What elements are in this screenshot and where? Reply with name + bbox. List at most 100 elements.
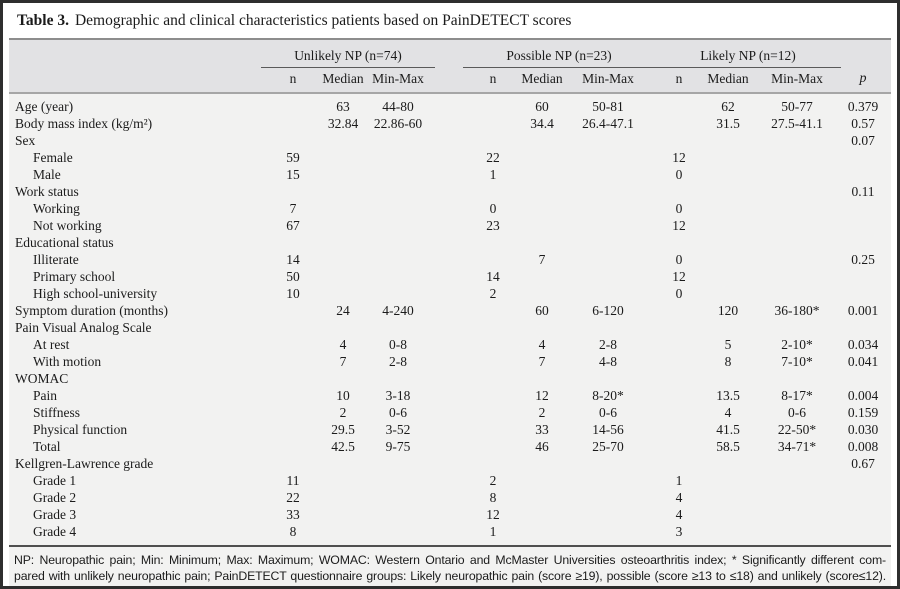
cell-p-value: 0.034	[847, 336, 879, 352]
table-row: High school-university 10 2 0	[9, 285, 891, 302]
cell-possible-n: 23	[486, 217, 500, 233]
cell-p-value: 0.25	[851, 251, 875, 267]
cell-likely-n: 12	[672, 268, 686, 284]
table-row: Educational status	[9, 234, 891, 251]
cell-possible-minmax: 26.4-47.1	[582, 115, 634, 131]
cell-likely-median: 120	[717, 302, 739, 318]
cell-p-value: 0.159	[847, 404, 879, 420]
cell-possible-median: 46	[535, 438, 549, 454]
row-label: High school-university	[33, 285, 158, 301]
cell-possible-median: 2	[538, 404, 546, 420]
cell-unlikely-n: 8	[289, 523, 297, 539]
table-row: Age (year) 63 44-80 60 50-81 62 50-77 0.379	[9, 98, 891, 115]
cell-possible-n: 14	[486, 268, 500, 284]
cell-likely-median: 41.5	[716, 421, 740, 437]
table-row: Pain 10 3-18 12 8-20* 13.5 8-17* 0.004	[9, 387, 891, 404]
cell-p-value: 0.004	[847, 387, 879, 403]
row-label: Work status	[15, 183, 79, 199]
cell-unlikely-median: 2	[339, 404, 347, 420]
cell-unlikely-minmax: 3-52	[385, 421, 411, 437]
cell-possible-minmax: 25-70	[592, 438, 624, 454]
cell-possible-minmax: 6-120	[592, 302, 624, 318]
cell-likely-n: 0	[675, 285, 683, 301]
cell-unlikely-n: 22	[286, 489, 300, 505]
cell-possible-minmax: 14-56	[592, 421, 624, 437]
cell-likely-n: 3	[675, 523, 683, 539]
cell-possible-median: 60	[535, 302, 549, 318]
row-label: Working	[33, 200, 80, 216]
table-row: Not working 67 23 12	[9, 217, 891, 234]
table-row: Primary school 50 14 12	[9, 268, 891, 285]
cell-unlikely-minmax: 9-75	[385, 438, 411, 454]
table-row: Symptom duration (months) 24 4-240 60 6-120 1…	[9, 302, 891, 319]
table-row: WOMAC	[9, 370, 891, 387]
cell-possible-median: 7	[538, 251, 546, 267]
cell-likely-minmax: 22-50*	[777, 421, 817, 437]
footnote-line: pared with unlikely neuropathic pain; Pa…	[14, 569, 886, 583]
cell-likely-n: 12	[672, 217, 686, 233]
row-label: Symptom duration (months)	[15, 302, 168, 318]
table-row: Grade 4 8 1 3	[9, 523, 891, 540]
cell-unlikely-minmax: 22.86-60	[373, 115, 423, 131]
cell-possible-median: 12	[535, 387, 549, 403]
row-label: Educational status	[15, 234, 114, 250]
cell-likely-minmax: 8-17*	[781, 387, 813, 403]
cell-unlikely-n: 33	[286, 506, 300, 522]
cell-unlikely-minmax: 3-18	[385, 387, 411, 403]
row-label: Female	[33, 149, 73, 165]
cell-possible-n: 1	[489, 166, 497, 182]
table-row: Female 59 22 12	[9, 149, 891, 166]
cell-likely-n: 4	[675, 489, 683, 505]
cell-unlikely-minmax: 0-8	[389, 336, 407, 352]
table-title: Table 3. Demographic and clinical charac…	[3, 3, 897, 38]
row-label: Sex	[15, 132, 36, 148]
cell-possible-n: 1	[489, 523, 497, 539]
col-header-median: Median	[707, 70, 749, 86]
table-row: Total 42.5 9-75 46 25-70 58.5 34-71* 0.008	[9, 438, 891, 455]
cell-likely-n: 0	[675, 166, 683, 182]
table-row: Illiterate 14 7 0 0.25	[9, 251, 891, 268]
cell-unlikely-n: 50	[286, 268, 300, 284]
col-header-n: n	[489, 70, 497, 86]
row-label: Stiffness	[33, 404, 81, 420]
cell-unlikely-minmax: 4-240	[382, 302, 414, 318]
cell-p-value: 0.001	[847, 302, 879, 318]
cell-p-value: 0.11	[851, 183, 875, 199]
cell-likely-minmax: 50-77	[781, 98, 813, 114]
cell-likely-n: 4	[675, 506, 683, 522]
group-header-possible: Possible NP (n=23)	[463, 48, 655, 68]
cell-unlikely-median: 29.5	[331, 421, 355, 437]
table-row: Body mass index (kg/m²) 32.84 22.86-60 34.4…	[9, 115, 891, 132]
cell-unlikely-n: 11	[286, 472, 300, 488]
cell-likely-median: 4	[724, 404, 732, 420]
table-row: Stiffness 2 0-6 2 0-6 4 0-6 0.159	[9, 404, 891, 421]
row-label: Grade 4	[33, 523, 77, 539]
col-header-minmax: Min-Max	[771, 70, 823, 86]
cell-unlikely-median: 42.5	[331, 438, 355, 454]
cell-unlikely-n: 10	[286, 285, 300, 301]
row-label: Male	[33, 166, 61, 182]
cell-likely-median: 5	[724, 336, 732, 352]
footnote-line: NP: Neuropathic pain; Min: Minimum; Max:…	[14, 553, 886, 567]
col-header-median: Median	[521, 70, 563, 86]
cell-possible-median: 33	[535, 421, 549, 437]
col-header-n: n	[289, 70, 297, 86]
cell-unlikely-minmax: 2-8	[389, 353, 407, 369]
cell-likely-n: 0	[675, 200, 683, 216]
table-row: Kellgren-Lawrence grade 0.67	[9, 455, 891, 472]
cell-likely-n: 0	[675, 251, 683, 267]
cell-unlikely-minmax: 0-6	[389, 404, 407, 420]
cell-unlikely-minmax: 44-80	[382, 98, 414, 114]
row-label: Body mass index (kg/m²)	[15, 115, 153, 131]
row-label: At rest	[33, 336, 70, 352]
cell-possible-median: 7	[538, 353, 546, 369]
row-label: WOMAC	[15, 370, 69, 386]
row-label: Physical function	[33, 421, 128, 437]
cell-possible-minmax: 50-81	[592, 98, 624, 114]
cell-possible-median: 34.4	[530, 115, 554, 131]
col-header-median: Median	[322, 70, 364, 86]
cell-likely-median: 31.5	[716, 115, 740, 131]
row-label: Age (year)	[15, 98, 74, 114]
cell-p-value: 0.008	[847, 438, 879, 454]
